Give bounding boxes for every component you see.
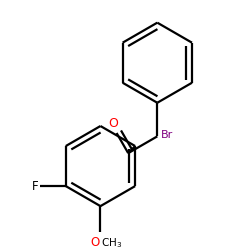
Text: CH$_3$: CH$_3$ [101, 236, 122, 250]
Text: Br: Br [161, 130, 173, 140]
Text: O: O [90, 236, 99, 249]
Text: O: O [108, 118, 118, 130]
Text: F: F [32, 180, 38, 192]
